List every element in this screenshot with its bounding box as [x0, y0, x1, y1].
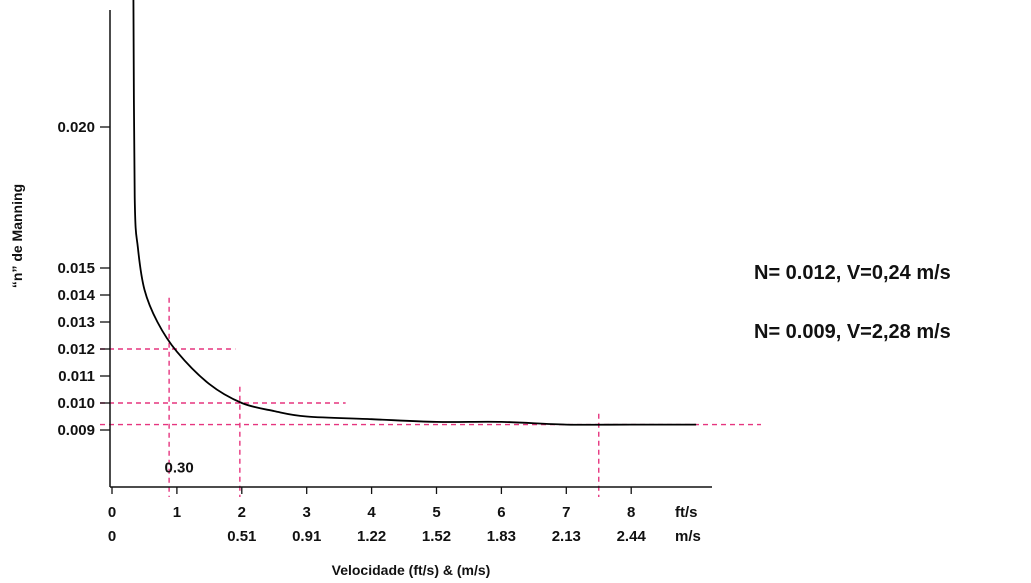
x-tick-label-m: 1.22	[357, 528, 386, 545]
annotation-label: 0.30	[165, 459, 194, 476]
x-tick-label-ft: 2	[238, 504, 246, 521]
y-tick-label: 0.020	[57, 119, 95, 136]
x-tick-label-ft: 5	[432, 504, 440, 521]
x-tick-label-ft: 3	[303, 504, 311, 521]
x-tick-label-ft: 1	[173, 504, 181, 521]
x-tick-label-m: 2.44	[617, 528, 647, 545]
y-tick-label: 0.014	[57, 287, 95, 304]
x-tick-label-ft: 8	[627, 504, 635, 521]
y-tick-label: 0.012	[57, 341, 95, 358]
x-tick-label-ft: 4	[367, 504, 376, 521]
y-tick-label: 0.010	[57, 395, 95, 412]
ticks	[100, 126, 632, 494]
labels: 0.020 0.015 0.014 0.013 0.012 0.011 0.010 0.009…	[57, 119, 700, 545]
y-tick-label: 0.009	[57, 422, 95, 439]
note-n-009: N= 0.009, V=2,28 m/s	[754, 321, 951, 343]
x-tick-label-m: 0.51	[227, 528, 256, 545]
x-unit-ft: ft/s	[675, 504, 698, 521]
y-axis-title: “n” de Manning	[9, 184, 25, 288]
y-tick-label: 0.013	[57, 314, 95, 331]
x-tick-label-ft: 6	[497, 504, 505, 521]
axes	[109, 10, 712, 488]
reference-lines	[100, 297, 761, 497]
x-tick-label-ft: 0	[108, 504, 116, 521]
note-n-012: N= 0.012, V=0,24 m/s	[754, 262, 951, 284]
x-tick-label-m: 0	[108, 528, 116, 545]
x-tick-label-m: 1.83	[487, 528, 516, 545]
x-unit-m: m/s	[675, 528, 701, 545]
x-tick-label-ft: 7	[562, 504, 570, 521]
x-tick-label-m: 0.91	[292, 528, 321, 545]
series-line	[132, 0, 697, 426]
x-axis-title: Velocidade (ft/s) & (m/s)	[332, 562, 491, 578]
x-tick-label-m: 1.52	[422, 528, 451, 545]
y-tick-label: 0.015	[57, 260, 95, 277]
series	[132, 0, 697, 426]
x-tick-label-m: 2.13	[552, 528, 581, 545]
y-tick-label: 0.011	[58, 368, 95, 385]
